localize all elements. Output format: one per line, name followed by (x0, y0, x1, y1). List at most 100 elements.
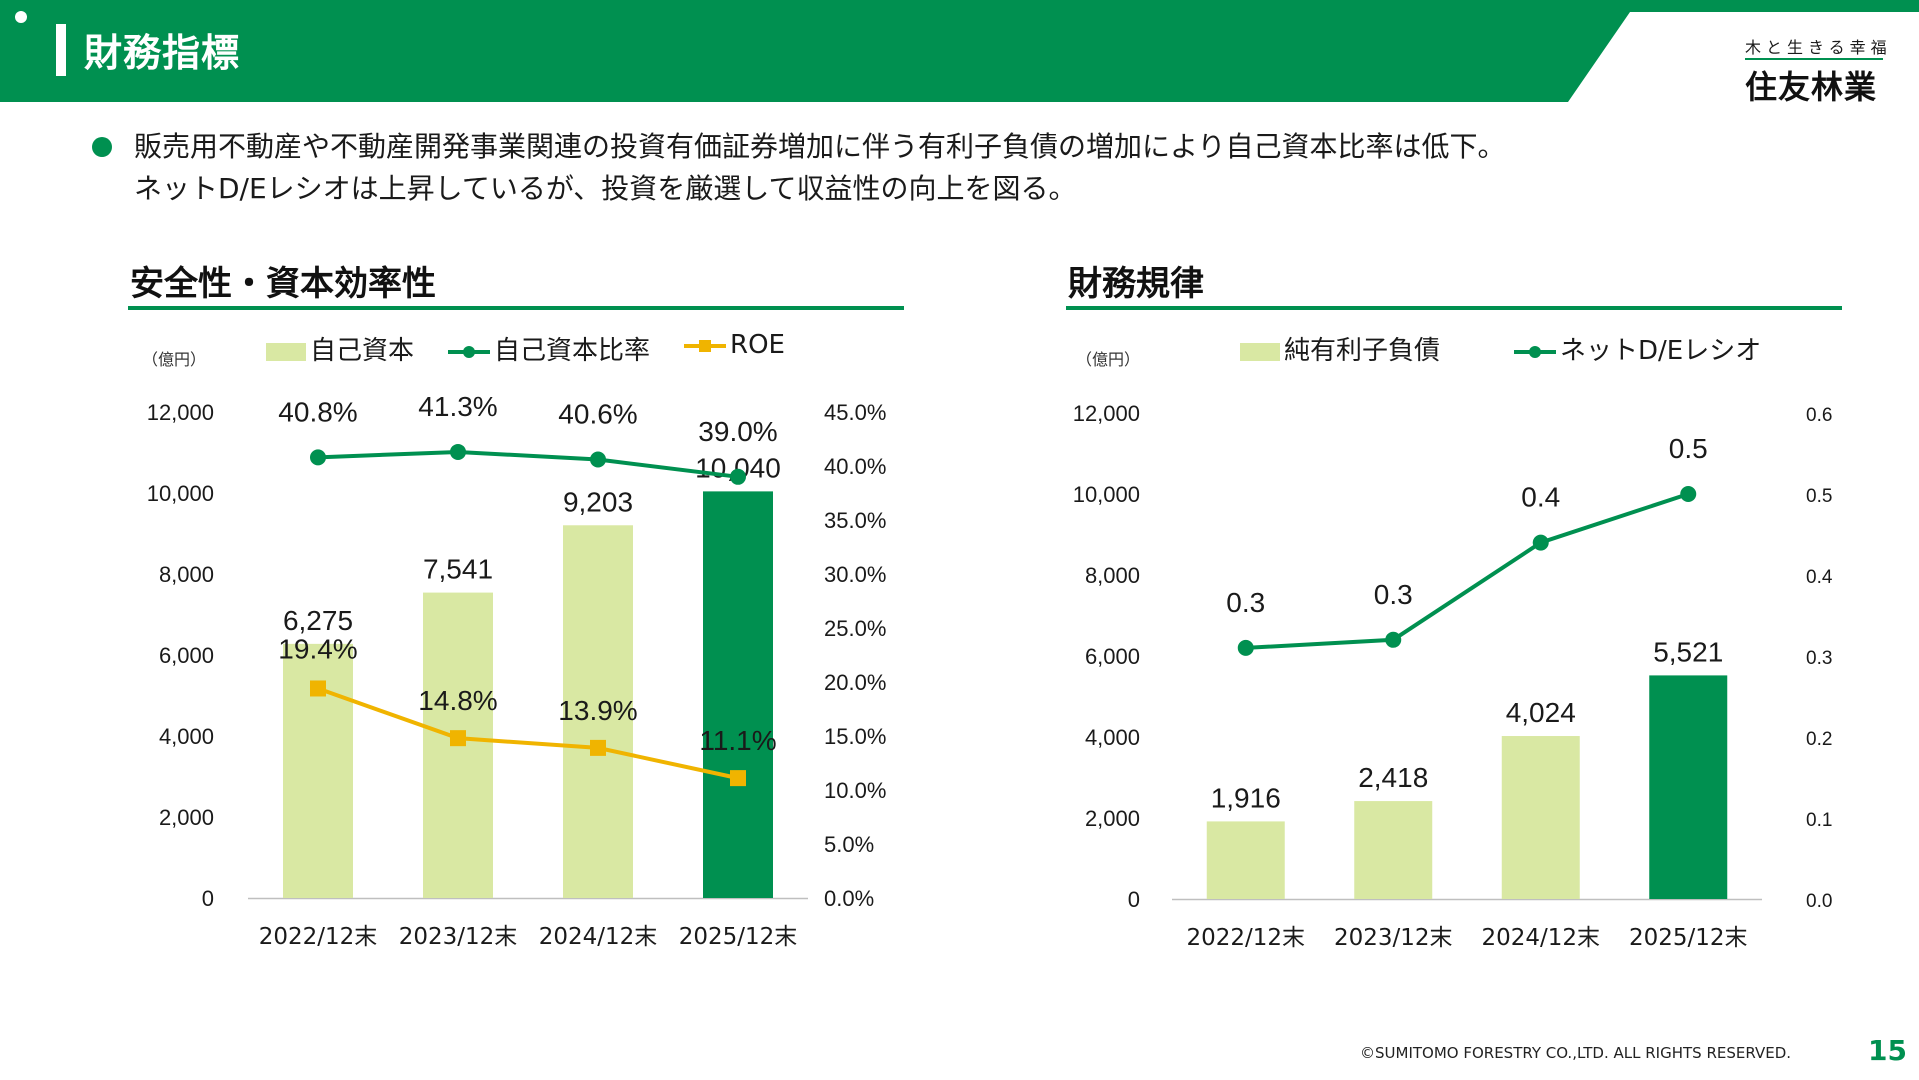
right-y-left-tick: 10,000 (1073, 482, 1140, 507)
left-unit-label: （億円） (142, 350, 207, 369)
legend-label-equity: 自己資本 (310, 336, 415, 366)
right-line-label-1-0: 0.3 (1226, 587, 1265, 618)
right-y-left-tick: 2,000 (1085, 806, 1140, 831)
left-y-right-tick: 15.0% (824, 724, 886, 749)
left-roe-marker-0 (310, 680, 326, 697)
right-unit-label: （億円） (1076, 350, 1141, 369)
legend-label-de-ratio: ネットD/Eレシオ (1560, 336, 1762, 366)
right-y-right-tick: 0.0 (1806, 891, 1832, 912)
right-line-marker-2 (1532, 534, 1549, 551)
legend-label-roe: ROE (730, 330, 785, 360)
right-x-tick-label: 2025/12末 (1629, 925, 1748, 951)
right-y-left-tick: 8,000 (1085, 563, 1140, 588)
right-bar-2 (1501, 736, 1580, 899)
left-line-label-1-1: 41.3% (418, 391, 497, 422)
legend-item-equity-ratio: 自己資本比率 (448, 330, 650, 367)
right-line-label-1-3: 0.5 (1669, 433, 1708, 464)
left-line-2 (317, 686, 739, 781)
legend-swatch-de-ratio (1514, 345, 1556, 358)
left-bar-label-1: 7,541 (423, 554, 493, 585)
left-line-marker-0 (310, 449, 326, 466)
right-y-left-tick: 6,000 (1085, 644, 1140, 669)
right-y-right-tick: 0.5 (1806, 486, 1832, 507)
left-y-right-tick: 30.0% (824, 562, 886, 587)
left-line-label-2-3: 11.1% (699, 725, 776, 756)
legend-item-de-ratio: ネットD/Eレシオ (1514, 330, 1761, 367)
left-y-left-tick: 12,000 (147, 400, 214, 425)
right-bar-label-2: 4,024 (1506, 697, 1576, 728)
right-y-right-tick: 0.2 (1806, 729, 1832, 750)
right-line-marker-3 (1680, 486, 1697, 502)
right-bar-1 (1354, 801, 1433, 899)
right-y-right-tick: 0.3 (1806, 648, 1832, 669)
left-roe-marker-3 (730, 770, 746, 787)
left-line-label-1-3: 39.0% (698, 416, 777, 447)
left-y-right-tick: 40.0% (824, 454, 886, 479)
summary-text: 販売用不動産や不動産開発事業関連の投資有価証券増加に伴う有利子負債の増加により自… (134, 126, 1505, 210)
left-y-right-tick: 25.0% (824, 616, 886, 641)
right-line-marker-0 (1237, 639, 1254, 656)
right-bar-label-0: 1,916 (1211, 782, 1281, 813)
right-bar-3 (1649, 675, 1728, 899)
legend-item-roe: ROE (684, 330, 785, 360)
logo-name: 住友林業 (1745, 68, 1878, 106)
right-y-left-tick: 12,000 (1073, 401, 1140, 426)
right-line-marker-1 (1385, 631, 1402, 648)
left-line-label-2-2: 13.9% (558, 695, 637, 726)
left-y-left-tick: 6,000 (159, 643, 214, 668)
left-line-1 (317, 449, 739, 479)
left-y-right-tick: 20.0% (824, 670, 886, 695)
logo-tagline: 木と生きる幸福 (1745, 38, 1892, 57)
right-line-label-1-1: 0.3 (1374, 579, 1413, 610)
left-line-label-2-0: 19.4% (278, 633, 357, 664)
left-line-marker-2 (590, 451, 606, 468)
right-x-tick-label: 2024/12末 (1481, 925, 1600, 951)
right-y-left-tick: 4,000 (1085, 725, 1140, 750)
left-y-right-tick: 10.0% (824, 778, 886, 803)
left-y-right-tick: 45.0% (824, 400, 886, 425)
left-y-left-tick: 8,000 (159, 562, 214, 587)
left-x-tick-label: 2023/12末 (399, 924, 518, 950)
page-number: 15 (1868, 1034, 1907, 1067)
left-bar-3 (703, 491, 773, 898)
left-line-marker-1 (450, 443, 466, 460)
legend-item-net-debt: 純有利子負債 (1240, 330, 1440, 367)
header-background (0, 0, 1919, 102)
right-y-right-tick: 0.4 (1806, 567, 1833, 588)
legend-label-net-debt: 純有利子負債 (1284, 336, 1441, 366)
left-x-tick-label: 2022/12末 (259, 924, 378, 950)
bullet-dot-icon (92, 137, 112, 157)
title-accent-bar (56, 24, 66, 76)
footer-copyright: ©SUMITOMO FORESTRY CO.,LTD. ALL RIGHTS R… (1360, 1044, 1792, 1062)
right-bar-0 (1206, 821, 1285, 899)
logo-divider (1745, 58, 1883, 60)
left-line-label-2-1: 14.8% (418, 685, 497, 716)
legend-item-equity: 自己資本 (266, 330, 414, 367)
legend-swatch-net-debt (1240, 342, 1280, 361)
legend-label-equity-ratio: 自己資本比率 (494, 336, 651, 366)
right-y-left-tick: 0 (1128, 887, 1140, 912)
page-title: 財務指標 (84, 31, 241, 75)
header-band: 財務指標 木と生きる幸福 住友林業 (0, 0, 1919, 106)
legend-swatch-equity-ratio (448, 345, 490, 358)
left-line-marker-3 (730, 468, 746, 485)
left-y-left-tick: 2,000 (159, 805, 214, 830)
left-y-right-tick: 35.0% (824, 508, 886, 533)
left-section-rule (128, 306, 904, 310)
legend-swatch-roe (684, 339, 726, 352)
right-section-rule (1066, 306, 1842, 310)
left-y-left-tick: 10,000 (147, 481, 214, 506)
left-bar-2 (563, 525, 633, 898)
logo-mark-icon (0, 0, 42, 34)
left-bar-label-0: 6,275 (283, 605, 353, 636)
legend-swatch-equity (266, 342, 306, 361)
left-bar-label-2: 9,203 (563, 486, 633, 517)
left-y-left-tick: 4,000 (159, 724, 214, 749)
left-line-label-1-2: 40.6% (558, 399, 637, 430)
right-y-right-tick: 0.1 (1806, 810, 1832, 831)
summary-line-2: ネットD/Eレシオは上昇しているが、投資を厳選して収益性の向上を図る。 (134, 172, 1077, 205)
right-line-label-1-2: 0.4 (1521, 482, 1560, 513)
right-section-title: 財務規律 (1068, 264, 1204, 304)
left-line-label-1-0: 40.8% (278, 396, 357, 427)
right-x-tick-label: 2023/12末 (1334, 925, 1453, 951)
